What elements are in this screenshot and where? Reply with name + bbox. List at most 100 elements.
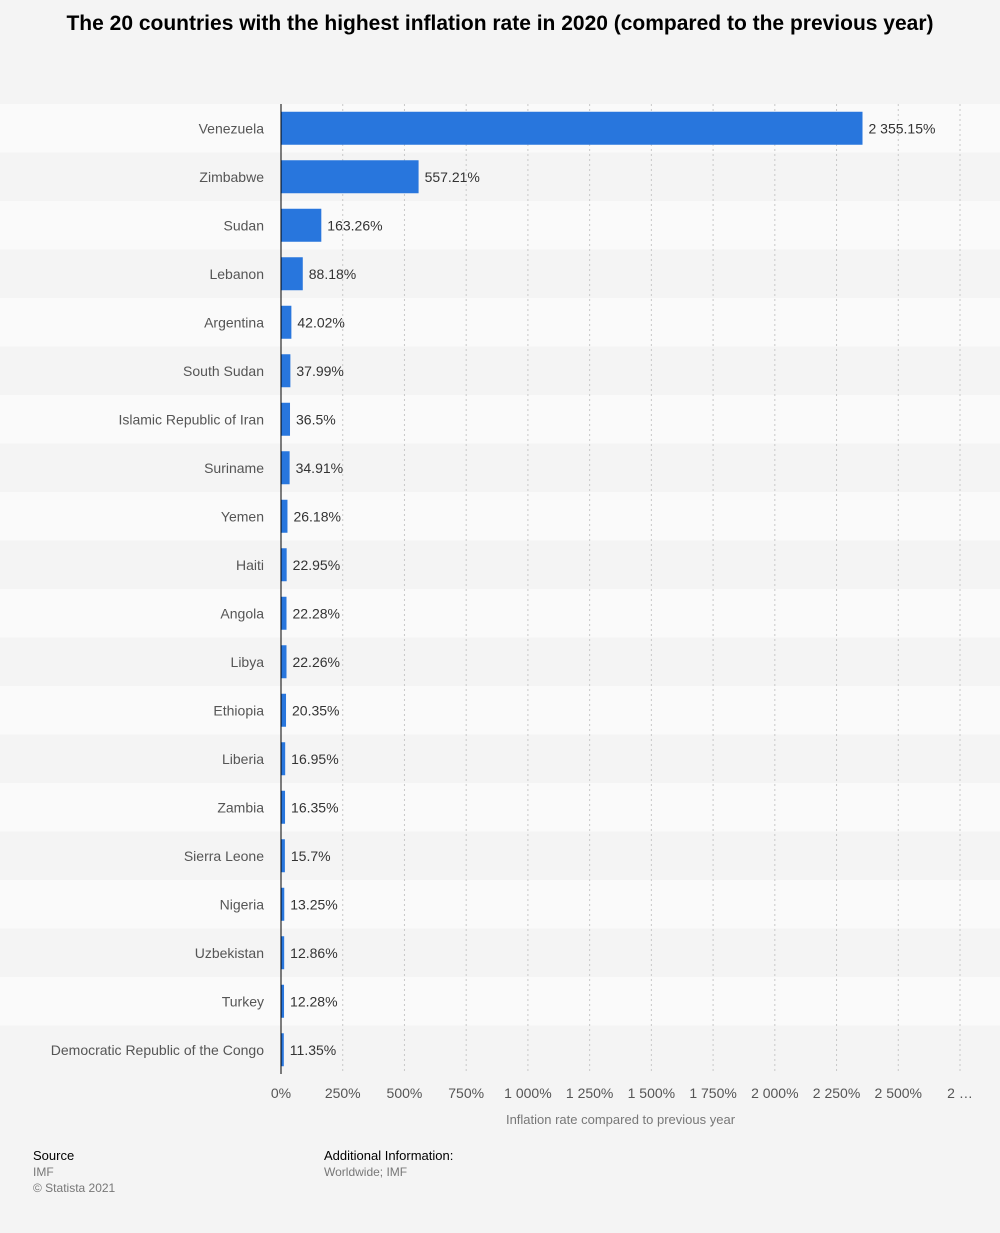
gridlines — [342, 104, 961, 1074]
category-label: Suriname — [204, 460, 264, 476]
row-background — [0, 201, 1000, 250]
row-background — [0, 637, 1000, 686]
row-background — [0, 395, 1000, 444]
category-label: Nigeria — [220, 896, 265, 912]
bar[interactable] — [281, 887, 285, 921]
category-label: Lebanon — [209, 266, 264, 282]
row-background — [0, 346, 1000, 395]
bar[interactable] — [281, 208, 322, 242]
bar[interactable] — [281, 839, 285, 873]
category-label: South Sudan — [183, 363, 264, 379]
value-label: 26.18% — [293, 508, 340, 524]
x-tick-label: 250% — [325, 1085, 361, 1101]
value-label: 22.28% — [293, 605, 340, 621]
bars — [281, 111, 863, 1067]
additional-info-block: Additional Information: Worldwide; IMF — [324, 1148, 453, 1180]
bar[interactable] — [281, 596, 287, 630]
row-background — [0, 928, 1000, 977]
row-background — [0, 831, 1000, 880]
additional-info-heading: Additional Information: — [324, 1148, 454, 1163]
value-label: 34.91% — [296, 460, 343, 476]
x-tick-labels: 0% 250% 500% 750% 1 000% 1 250% 1 500% 1 750% 2 … — [271, 1085, 973, 1101]
value-label: 12.86% — [290, 945, 337, 961]
bar[interactable] — [281, 257, 303, 291]
category-label: Haiti — [236, 557, 264, 573]
category-label: Sierra Leone — [184, 848, 264, 864]
value-label: 15.7% — [291, 848, 331, 864]
value-label: 22.95% — [293, 557, 340, 573]
value-labels: 2 355.15% 557.21% 163.26% 88.18% 42.02% 37.99… — [290, 120, 936, 1058]
row-background — [0, 1025, 1000, 1074]
x-tick-label: 2 … — [947, 1085, 973, 1101]
category-label: Islamic Republic of Iran — [118, 411, 264, 427]
row-background — [0, 443, 1000, 492]
category-label: Uzbekistan — [195, 945, 264, 961]
category-label: Sudan — [224, 217, 264, 233]
row-background — [0, 686, 1000, 735]
bar[interactable] — [281, 548, 287, 582]
bar[interactable] — [281, 451, 290, 485]
source-heading: Source — [33, 1148, 75, 1163]
row-backgrounds — [0, 104, 1000, 1074]
row-background — [0, 152, 1000, 201]
category-labels: Venezuela Zimbabwe Sudan Lebanon Argentina So… — [51, 120, 264, 1058]
x-tick-label: 750% — [448, 1085, 484, 1101]
chart-title: The 20 countries with the highest inflat… — [66, 12, 934, 35]
category-label: Zimbabwe — [199, 169, 264, 185]
value-label: 163.26% — [327, 217, 382, 233]
x-tick-label: 1 000% — [504, 1085, 551, 1101]
row-background — [0, 540, 1000, 589]
x-tick-label: 2 250% — [813, 1085, 860, 1101]
x-tick-label: 1 250% — [566, 1085, 613, 1101]
bar[interactable] — [281, 790, 286, 824]
bar[interactable] — [281, 499, 288, 533]
value-label: 12.28% — [290, 993, 337, 1009]
source-block: Source IMF © Statista 2021 — [33, 1148, 115, 1196]
bar[interactable] — [281, 402, 291, 436]
row-background — [0, 880, 1000, 929]
x-tick-label: 2 000% — [751, 1085, 798, 1101]
bar[interactable] — [281, 936, 285, 970]
value-label: 16.35% — [291, 799, 338, 815]
value-label: 88.18% — [309, 266, 356, 282]
x-tick-label: 1 750% — [689, 1085, 736, 1101]
value-label: 20.35% — [292, 702, 339, 718]
category-label: Yemen — [221, 508, 264, 524]
source-value: IMF — [33, 1165, 54, 1179]
value-label: 16.95% — [291, 751, 338, 767]
bar[interactable] — [281, 693, 287, 727]
x-axis-title: Inflation rate compared to previous year — [506, 1112, 736, 1127]
category-label: Liberia — [222, 751, 264, 767]
category-label: Angola — [220, 605, 264, 621]
row-background — [0, 734, 1000, 783]
value-label: 13.25% — [290, 896, 337, 912]
bar[interactable] — [281, 1033, 284, 1067]
x-tick-label: 1 500% — [628, 1085, 675, 1101]
category-label: Ethiopia — [213, 702, 264, 718]
bar[interactable] — [281, 305, 292, 339]
row-background — [0, 783, 1000, 832]
x-tick-label: 2 500% — [875, 1085, 922, 1101]
category-label: Democratic Republic of the Congo — [51, 1042, 264, 1058]
value-label: 11.35% — [290, 1042, 336, 1058]
bar[interactable] — [281, 645, 287, 679]
bar-chart: Venezuela Zimbabwe Sudan Lebanon Argentina So… — [0, 104, 1000, 1127]
value-label: 37.99% — [296, 363, 343, 379]
category-label: Turkey — [222, 993, 264, 1009]
value-label: 2 355.15% — [869, 120, 936, 136]
copyright-link[interactable]: © Statista 2021 — [33, 1181, 116, 1195]
value-label: 36.5% — [296, 411, 336, 427]
category-label: Libya — [231, 654, 265, 670]
bar[interactable] — [281, 111, 863, 145]
bar[interactable] — [281, 160, 419, 194]
additional-info-value: Worldwide; IMF — [324, 1165, 408, 1179]
bar[interactable] — [281, 742, 286, 776]
x-tick-label: 500% — [387, 1085, 423, 1101]
bar[interactable] — [281, 354, 291, 388]
row-background — [0, 492, 1000, 541]
category-label: Zambia — [217, 799, 264, 815]
row-background — [0, 249, 1000, 298]
value-label: 42.02% — [297, 314, 344, 330]
value-label: 557.21% — [425, 169, 480, 185]
bar[interactable] — [281, 984, 285, 1018]
